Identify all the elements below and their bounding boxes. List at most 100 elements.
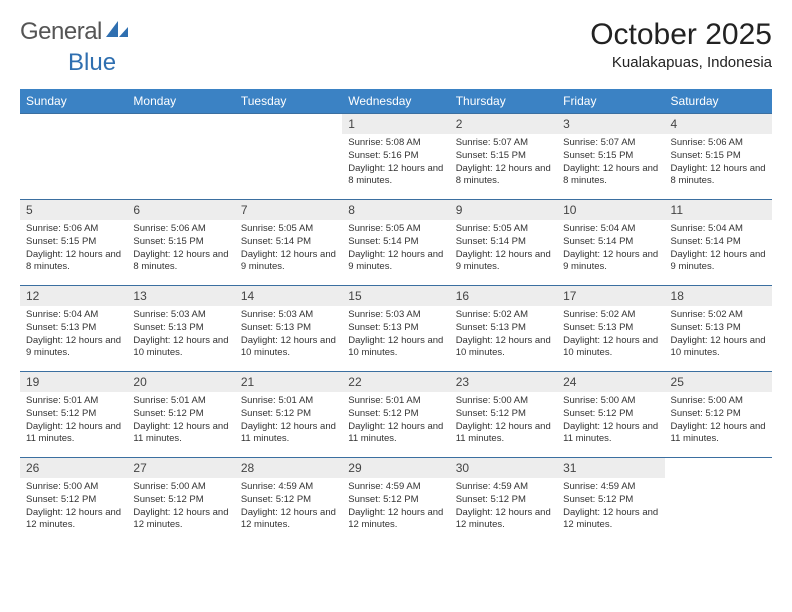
- brand-word-1: General: [20, 18, 102, 46]
- calendar-day-cell: 23Sunrise: 5:00 AMSunset: 5:12 PMDayligh…: [450, 372, 557, 458]
- day-details: Sunrise: 5:01 AMSunset: 5:12 PMDaylight:…: [342, 392, 449, 450]
- day-details: Sunrise: 5:04 AMSunset: 5:13 PMDaylight:…: [20, 306, 127, 364]
- day-details: Sunrise: 5:07 AMSunset: 5:15 PMDaylight:…: [450, 134, 557, 192]
- day-number: 24: [557, 372, 664, 392]
- day-details: Sunrise: 5:00 AMSunset: 5:12 PMDaylight:…: [665, 392, 772, 450]
- weekday-header: Thursday: [450, 89, 557, 114]
- calendar-day-cell: 5Sunrise: 5:06 AMSunset: 5:15 PMDaylight…: [20, 200, 127, 286]
- day-details: Sunrise: 5:07 AMSunset: 5:15 PMDaylight:…: [557, 134, 664, 192]
- calendar-table: SundayMondayTuesdayWednesdayThursdayFrid…: [20, 89, 772, 544]
- calendar-day-cell: 10Sunrise: 5:04 AMSunset: 5:14 PMDayligh…: [557, 200, 664, 286]
- day-number: 1: [342, 114, 449, 134]
- day-details: Sunrise: 5:06 AMSunset: 5:15 PMDaylight:…: [127, 220, 234, 278]
- calendar-day-cell: 19Sunrise: 5:01 AMSunset: 5:12 PMDayligh…: [20, 372, 127, 458]
- day-number: 18: [665, 286, 772, 306]
- day-number: 31: [557, 458, 664, 478]
- calendar-day-cell: 9Sunrise: 5:05 AMSunset: 5:14 PMDaylight…: [450, 200, 557, 286]
- day-details: Sunrise: 4:59 AMSunset: 5:12 PMDaylight:…: [450, 478, 557, 536]
- calendar-day-cell: 22Sunrise: 5:01 AMSunset: 5:12 PMDayligh…: [342, 372, 449, 458]
- day-details: Sunrise: 5:03 AMSunset: 5:13 PMDaylight:…: [127, 306, 234, 364]
- weekday-header: Monday: [127, 89, 234, 114]
- day-details: Sunrise: 5:02 AMSunset: 5:13 PMDaylight:…: [450, 306, 557, 364]
- calendar-day-cell: 11Sunrise: 5:04 AMSunset: 5:14 PMDayligh…: [665, 200, 772, 286]
- day-details: Sunrise: 5:00 AMSunset: 5:12 PMDaylight:…: [557, 392, 664, 450]
- calendar-day-cell: 2Sunrise: 5:07 AMSunset: 5:15 PMDaylight…: [450, 114, 557, 200]
- calendar-day-cell: 15Sunrise: 5:03 AMSunset: 5:13 PMDayligh…: [342, 286, 449, 372]
- day-details: Sunrise: 5:05 AMSunset: 5:14 PMDaylight:…: [450, 220, 557, 278]
- day-number: 5: [20, 200, 127, 220]
- day-details: Sunrise: 5:01 AMSunset: 5:12 PMDaylight:…: [127, 392, 234, 450]
- month-title: October 2025: [590, 18, 772, 52]
- day-number: 8: [342, 200, 449, 220]
- day-number: 29: [342, 458, 449, 478]
- calendar-week-row: 19Sunrise: 5:01 AMSunset: 5:12 PMDayligh…: [20, 372, 772, 458]
- calendar-week-row: 5Sunrise: 5:06 AMSunset: 5:15 PMDaylight…: [20, 200, 772, 286]
- day-details: Sunrise: 5:02 AMSunset: 5:13 PMDaylight:…: [557, 306, 664, 364]
- day-number: 16: [450, 286, 557, 306]
- calendar-day-cell: 24Sunrise: 5:00 AMSunset: 5:12 PMDayligh…: [557, 372, 664, 458]
- day-number: 9: [450, 200, 557, 220]
- brand-word-2: Blue: [68, 49, 116, 76]
- calendar-day-cell: 3Sunrise: 5:07 AMSunset: 5:15 PMDaylight…: [557, 114, 664, 200]
- calendar-day-cell: 26Sunrise: 5:00 AMSunset: 5:12 PMDayligh…: [20, 458, 127, 544]
- day-details: Sunrise: 5:00 AMSunset: 5:12 PMDaylight:…: [20, 478, 127, 536]
- day-details: Sunrise: 5:00 AMSunset: 5:12 PMDaylight:…: [127, 478, 234, 536]
- day-details: Sunrise: 5:03 AMSunset: 5:13 PMDaylight:…: [342, 306, 449, 364]
- day-number: 27: [127, 458, 234, 478]
- day-number: 19: [20, 372, 127, 392]
- calendar-day-cell: 25Sunrise: 5:00 AMSunset: 5:12 PMDayligh…: [665, 372, 772, 458]
- calendar-empty-cell: [235, 114, 342, 200]
- calendar-day-cell: 31Sunrise: 4:59 AMSunset: 5:12 PMDayligh…: [557, 458, 664, 544]
- calendar-day-cell: 20Sunrise: 5:01 AMSunset: 5:12 PMDayligh…: [127, 372, 234, 458]
- day-number: 4: [665, 114, 772, 134]
- calendar-day-cell: 13Sunrise: 5:03 AMSunset: 5:13 PMDayligh…: [127, 286, 234, 372]
- day-number: 23: [450, 372, 557, 392]
- day-details: Sunrise: 5:00 AMSunset: 5:12 PMDaylight:…: [450, 392, 557, 450]
- weekday-header: Tuesday: [235, 89, 342, 114]
- location-label: Kualakapuas, Indonesia: [590, 54, 772, 71]
- day-number: 21: [235, 372, 342, 392]
- day-details: Sunrise: 5:02 AMSunset: 5:13 PMDaylight:…: [665, 306, 772, 364]
- day-details: Sunrise: 5:06 AMSunset: 5:15 PMDaylight:…: [665, 134, 772, 192]
- day-number: 17: [557, 286, 664, 306]
- calendar-week-row: 1Sunrise: 5:08 AMSunset: 5:16 PMDaylight…: [20, 114, 772, 200]
- day-details: Sunrise: 5:06 AMSunset: 5:15 PMDaylight:…: [20, 220, 127, 278]
- calendar-day-cell: 29Sunrise: 4:59 AMSunset: 5:12 PMDayligh…: [342, 458, 449, 544]
- day-number: 22: [342, 372, 449, 392]
- day-number: 10: [557, 200, 664, 220]
- calendar-day-cell: 8Sunrise: 5:05 AMSunset: 5:14 PMDaylight…: [342, 200, 449, 286]
- calendar-body: 1Sunrise: 5:08 AMSunset: 5:16 PMDaylight…: [20, 114, 772, 544]
- calendar-day-cell: 21Sunrise: 5:01 AMSunset: 5:12 PMDayligh…: [235, 372, 342, 458]
- calendar-empty-cell: [665, 458, 772, 544]
- day-number: 25: [665, 372, 772, 392]
- calendar-empty-cell: [20, 114, 127, 200]
- calendar-day-cell: 14Sunrise: 5:03 AMSunset: 5:13 PMDayligh…: [235, 286, 342, 372]
- day-details: Sunrise: 5:05 AMSunset: 5:14 PMDaylight:…: [235, 220, 342, 278]
- day-number: 28: [235, 458, 342, 478]
- calendar-day-cell: 18Sunrise: 5:02 AMSunset: 5:13 PMDayligh…: [665, 286, 772, 372]
- day-details: Sunrise: 4:59 AMSunset: 5:12 PMDaylight:…: [235, 478, 342, 536]
- day-details: Sunrise: 5:05 AMSunset: 5:14 PMDaylight:…: [342, 220, 449, 278]
- weekday-header: Wednesday: [342, 89, 449, 114]
- calendar-day-cell: 28Sunrise: 4:59 AMSunset: 5:12 PMDayligh…: [235, 458, 342, 544]
- calendar-day-cell: 30Sunrise: 4:59 AMSunset: 5:12 PMDayligh…: [450, 458, 557, 544]
- day-number: 3: [557, 114, 664, 134]
- weekday-header: Friday: [557, 89, 664, 114]
- day-number: 13: [127, 286, 234, 306]
- calendar-day-cell: 6Sunrise: 5:06 AMSunset: 5:15 PMDaylight…: [127, 200, 234, 286]
- day-number: 6: [127, 200, 234, 220]
- day-number: 11: [665, 200, 772, 220]
- day-details: Sunrise: 5:03 AMSunset: 5:13 PMDaylight:…: [235, 306, 342, 364]
- day-number: 20: [127, 372, 234, 392]
- day-details: Sunrise: 5:01 AMSunset: 5:12 PMDaylight:…: [235, 392, 342, 450]
- calendar-week-row: 26Sunrise: 5:00 AMSunset: 5:12 PMDayligh…: [20, 458, 772, 544]
- day-number: 26: [20, 458, 127, 478]
- calendar-day-cell: 1Sunrise: 5:08 AMSunset: 5:16 PMDaylight…: [342, 114, 449, 200]
- calendar-day-cell: 16Sunrise: 5:02 AMSunset: 5:13 PMDayligh…: [450, 286, 557, 372]
- day-number: 7: [235, 200, 342, 220]
- calendar-day-cell: 17Sunrise: 5:02 AMSunset: 5:13 PMDayligh…: [557, 286, 664, 372]
- weekday-header: Saturday: [665, 89, 772, 114]
- calendar-day-cell: 27Sunrise: 5:00 AMSunset: 5:12 PMDayligh…: [127, 458, 234, 544]
- day-number: 2: [450, 114, 557, 134]
- weekday-header: Sunday: [20, 89, 127, 114]
